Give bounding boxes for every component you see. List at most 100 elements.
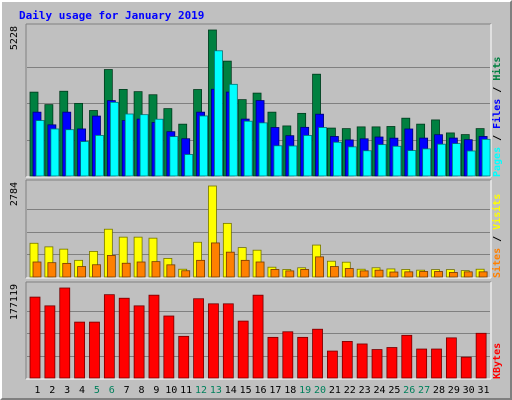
bar-sites-day-24	[374, 269, 384, 278]
bar-pages-day-27	[422, 148, 432, 177]
bar-pages-day-15	[243, 120, 253, 177]
legend-separator: /	[492, 230, 503, 248]
chart-title: Daily usage for January 2019	[19, 9, 204, 22]
bar-kbytes-day-6	[103, 294, 115, 379]
x-axis-day-labels: 1 2 3 4 5 6 7 8 9 10 11 12 13 14 15 16 17 18 19 20 21 22 23 24 2…	[34, 385, 489, 396]
bar-sites-day-16	[255, 261, 265, 278]
bar-kbytes-day-24	[371, 349, 383, 379]
bar-kbytes-day-12	[193, 298, 204, 379]
day-label-11: 11	[180, 385, 192, 396]
day-label-14: 14	[225, 385, 237, 396]
day-label-28: 28	[433, 385, 445, 396]
bar-kbytes-day-13	[208, 303, 219, 379]
bar-sites-day-6	[106, 255, 116, 278]
bar-pages-day-2	[50, 128, 60, 177]
bar-pages-day-3	[65, 129, 75, 177]
legend-entry-pages: Pages	[492, 147, 503, 177]
bar-pages-day-28	[437, 143, 446, 177]
day-label-20: 20	[314, 385, 326, 396]
bar-kbytes-day-10	[163, 315, 175, 379]
bar-pages-day-12	[199, 115, 208, 177]
bar-kbytes-day-1	[29, 296, 41, 379]
bar-sites-day-9	[151, 261, 161, 278]
bar-kbytes-day-28	[431, 348, 442, 379]
bar-sites-day-26	[404, 271, 414, 278]
panel-hits-files-pages: 5228 Pages / Files / Hits	[9, 23, 503, 178]
bar-sites-day-21	[330, 266, 339, 278]
bar-pages-day-17	[273, 145, 283, 177]
day-label-23: 23	[359, 385, 371, 396]
bar-pages-day-11	[184, 154, 194, 177]
bar-kbytes-day-2	[44, 305, 56, 379]
legend-separator: /	[492, 81, 503, 99]
day-label-29: 29	[448, 385, 460, 396]
bar-sites-day-20	[315, 256, 324, 278]
day-label-7: 7	[124, 385, 130, 396]
bar-sites-day-31	[478, 271, 488, 278]
bar-pages-day-4	[80, 141, 90, 177]
bar-kbytes-day-23	[356, 343, 368, 379]
panel-visits-sites: 2784 Sites / Visits	[9, 179, 503, 279]
legend-entry-files: Files	[491, 99, 503, 129]
y-max-label: 177119	[9, 284, 20, 320]
legend-hits-files-pages: Pages / Files / Hits	[491, 57, 503, 177]
day-label-10: 10	[165, 385, 177, 396]
bar-kbytes-day-21	[327, 350, 338, 379]
bar-pages-day-16	[258, 122, 268, 177]
legend-kbytes: KBytes	[492, 343, 503, 379]
bar-sites-day-2	[47, 262, 57, 278]
y-max-label: 5228	[9, 26, 20, 50]
bar-kbytes-day-15	[237, 320, 249, 379]
bar-kbytes-day-19	[297, 336, 309, 379]
bar-kbytes-day-7	[118, 297, 130, 379]
bar-kbytes-day-25	[386, 347, 398, 379]
day-label-1: 1	[34, 385, 40, 396]
y-max-label: 2784	[9, 182, 20, 206]
bar-pages-day-29	[451, 143, 461, 177]
bar-sites-day-12	[196, 259, 205, 278]
bar-sites-day-3	[62, 262, 72, 278]
panel-kbytes: 177119 KBytes	[9, 281, 503, 380]
bar-kbytes-day-3	[59, 287, 71, 379]
day-label-5: 5	[94, 385, 100, 396]
bar-kbytes-day-26	[401, 334, 413, 379]
bar-pages-day-1	[35, 120, 45, 177]
bar-kbytes-day-30	[460, 356, 472, 379]
bar-kbytes-day-9	[148, 294, 160, 379]
day-label-25: 25	[388, 385, 400, 396]
bar-pages-day-22	[347, 146, 357, 177]
day-label-6: 6	[109, 385, 115, 396]
bar-kbytes-day-31	[475, 332, 487, 379]
bar-pages-day-24	[377, 144, 387, 177]
bar-pages-day-8	[139, 114, 149, 177]
day-label-4: 4	[79, 385, 85, 396]
bar-sites-day-8	[136, 261, 146, 278]
bar-sites-day-23	[359, 270, 369, 278]
bar-kbytes-day-4	[74, 321, 86, 379]
day-label-24: 24	[373, 385, 385, 396]
bar-kbytes-day-20	[312, 328, 323, 379]
legend-separator: /	[492, 129, 503, 147]
bar-pages-day-23	[362, 150, 372, 177]
day-label-16: 16	[254, 385, 266, 396]
bar-sites-day-30	[463, 271, 473, 278]
bar-kbytes-day-18	[282, 331, 294, 379]
bar-sites-day-19	[300, 269, 310, 278]
bar-sites-day-10	[166, 264, 176, 278]
bar-sites-day-15	[240, 259, 250, 278]
bar-kbytes-day-29	[445, 337, 457, 379]
day-label-22: 22	[344, 385, 356, 396]
day-label-27: 27	[418, 385, 430, 396]
bar-sites-day-4	[77, 266, 87, 278]
bar-kbytes-day-8	[133, 305, 145, 379]
day-label-17: 17	[269, 385, 281, 396]
bar-sites-day-18	[285, 270, 295, 278]
day-label-2: 2	[49, 385, 55, 396]
bar-sites-day-13	[211, 242, 220, 278]
legend-entry-kbytes: KBytes	[492, 343, 503, 379]
bar-pages-day-30	[466, 150, 476, 177]
bar-pages-day-18	[288, 145, 298, 177]
day-label-18: 18	[284, 385, 296, 396]
bar-kbytes-day-5	[89, 321, 100, 379]
